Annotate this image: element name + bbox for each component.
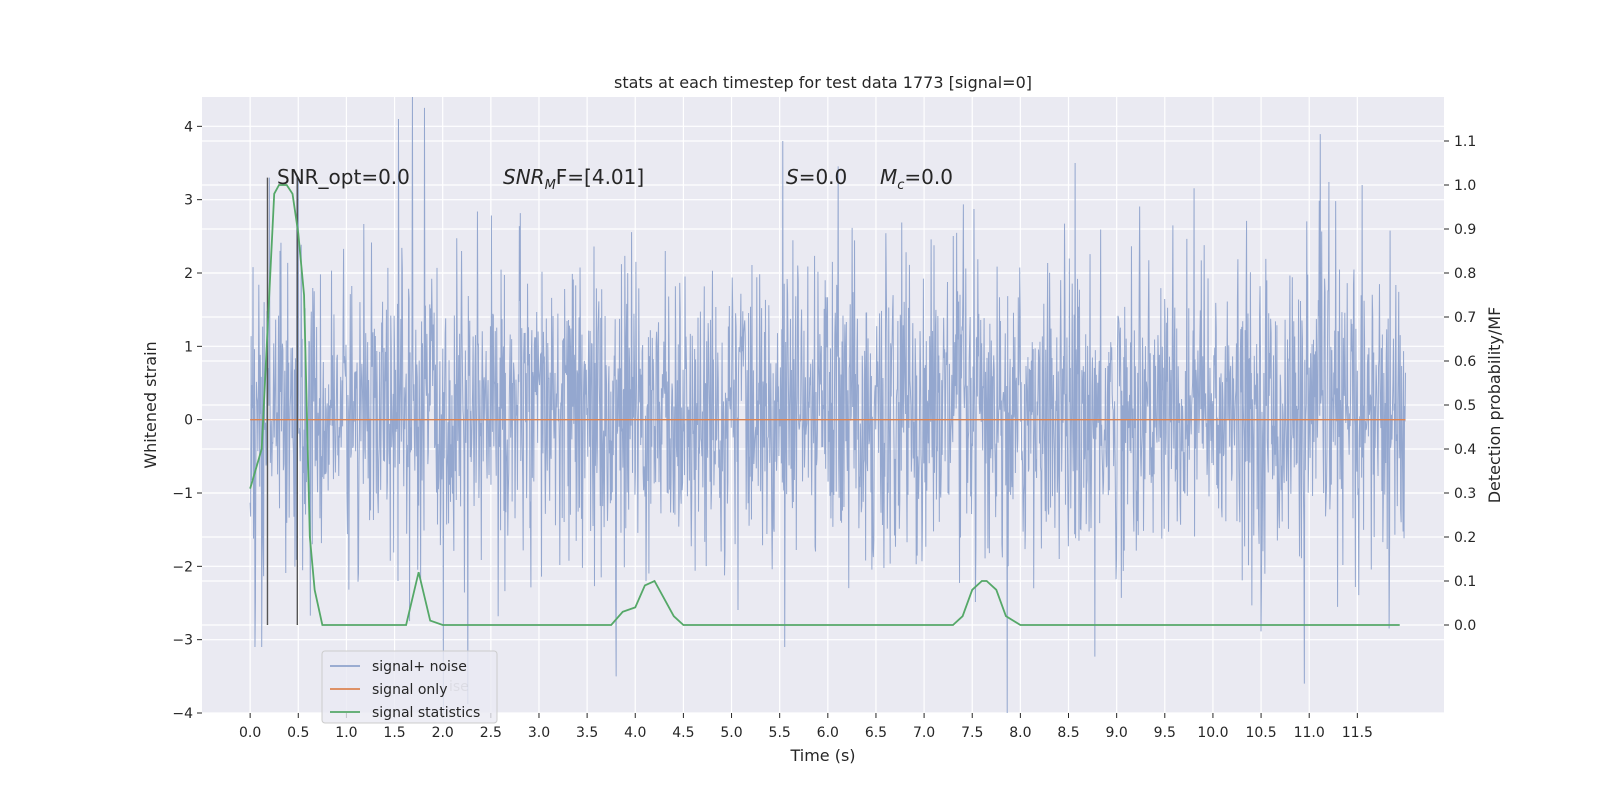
x-tick-label: 10.5 [1245, 725, 1276, 741]
y-tick-label-right: 0.9 [1454, 222, 1476, 238]
y-tick-label-left: 4 [184, 119, 193, 135]
x-tick-label: 7.5 [961, 725, 983, 741]
y-tick-label-right: 1.0 [1454, 178, 1476, 194]
y-tick-label-left: −2 [172, 559, 193, 575]
y-axis-left-label: Whitened strain [141, 341, 160, 468]
x-tick-label: 6.5 [865, 725, 887, 741]
x-tick-label: 4.0 [624, 725, 646, 741]
x-tick-label: 4.5 [672, 725, 694, 741]
x-tick-label: 6.0 [817, 725, 839, 741]
signal-statistics-line [249, 184, 1400, 626]
y-axis-right: 1.1 1.0 0.9 0.8 0.7 0.6 0.5 0.4 0.3 0.2 0.1 0.0 [1444, 134, 1476, 634]
x-axis: 0.0 0.5 1.0 1.5 2.0 2.5 3.0 3.5 4.0 4.5 5.0 5.5 6.0 6… [239, 713, 1373, 741]
legend-box [321, 650, 498, 724]
y-axis-left: 4 3 2 1 0 −1 −2 −3 −4 [172, 119, 202, 722]
signal-noise-line [249, 96, 1406, 714]
x-tick-label: 8.0 [1009, 725, 1031, 741]
chart-title: stats at each timestep for test data 177… [614, 73, 1032, 92]
y-tick-label-right: 0.4 [1454, 442, 1476, 458]
annotation-snr-mf: SNRMF=[4.01] [503, 165, 644, 193]
legend-label: signal only [372, 682, 447, 698]
y-tick-label-left: −4 [172, 706, 193, 722]
y-tick-label-right: 0.5 [1454, 398, 1476, 414]
x-tick-label: 11.5 [1342, 725, 1373, 741]
y-tick-label-left: 2 [184, 266, 193, 282]
x-tick-label: 0.0 [239, 725, 261, 741]
annotation-mc: Mc=0.0 [880, 165, 953, 193]
annotation-snr-opt: SNR_opt=0.0 [277, 165, 410, 189]
y-tick-label-left: 3 [184, 193, 193, 209]
y-tick-label-right: 0.3 [1454, 486, 1476, 502]
y-tick-label-left: 1 [184, 339, 193, 355]
x-tick-label: 9.0 [1106, 725, 1128, 741]
y-axis-right-label: Detection probability/MF [1485, 307, 1504, 504]
x-tick-label: 7.0 [913, 725, 935, 741]
annotation-s: S=0.0 [786, 165, 847, 189]
x-tick-label: 2.5 [480, 725, 502, 741]
y-tick-label-right: 1.1 [1454, 134, 1476, 150]
x-axis-label: Time (s) [789, 746, 855, 765]
y-tick-label-right: 0.6 [1454, 354, 1476, 370]
legend-label: signal+ noise [372, 659, 467, 675]
y-tick-label-left: −3 [172, 633, 193, 649]
x-tick-label: 8.5 [1057, 725, 1079, 741]
marker-lines [266, 177, 299, 625]
x-tick-label: 10.0 [1197, 725, 1228, 741]
y-tick-label-right: 0.0 [1454, 618, 1476, 634]
x-tick-label: 0.5 [287, 725, 309, 741]
signal-noise-series [249, 96, 1406, 714]
x-tick-label: 3.5 [576, 725, 598, 741]
x-tick-label: 5.5 [769, 725, 791, 741]
x-tick-label: 3.0 [528, 725, 550, 741]
y-tick-label-left: −1 [172, 486, 193, 502]
x-tick-label: 2.0 [432, 725, 454, 741]
x-tick-label: 9.5 [1154, 725, 1176, 741]
y-tick-label-right: 0.7 [1454, 310, 1476, 326]
x-tick-label: 1.5 [383, 725, 405, 741]
y-tick-label-right: 0.8 [1454, 266, 1476, 282]
x-tick-label: 1.0 [335, 725, 357, 741]
y-tick-label-left: 0 [184, 413, 193, 429]
y-tick-label-right: 0.2 [1454, 530, 1476, 546]
x-tick-label: 5.0 [720, 725, 742, 741]
x-tick-label: 11.0 [1294, 725, 1325, 741]
y-tick-label-right: 0.1 [1454, 574, 1476, 590]
legend-label: signal statistics [372, 705, 480, 721]
signal-statistics-series [249, 184, 1400, 626]
